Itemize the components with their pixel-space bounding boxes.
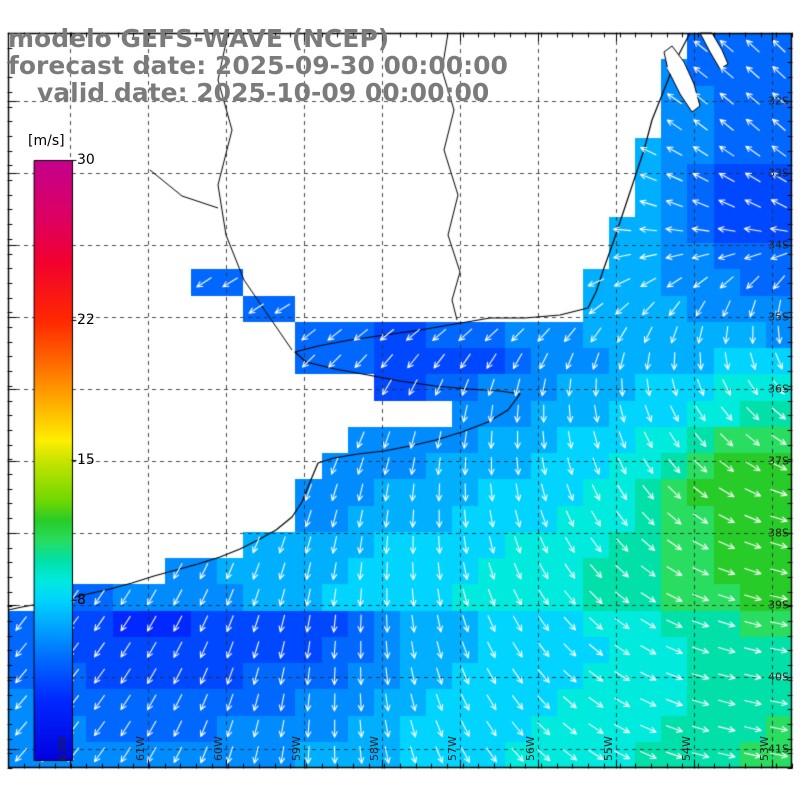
- lat-label: 41S: [768, 742, 789, 756]
- lat-label: 40S: [768, 670, 789, 684]
- lon-label: 55W: [602, 736, 615, 761]
- colorbar-unit-label: [m/s]: [28, 133, 65, 149]
- lon-label: 56W: [524, 736, 537, 761]
- lat-label: 35S: [768, 310, 789, 324]
- lon-label: 58W: [368, 736, 381, 761]
- colorbar-tick-label: 15: [77, 452, 95, 468]
- lon-label: 61W: [134, 736, 147, 761]
- lat-label: 39S: [768, 598, 789, 612]
- colorbar-tick-label: 8: [77, 592, 86, 608]
- lon-label: 54W: [680, 736, 693, 761]
- lon-label: 60W: [212, 736, 225, 761]
- lon-label: 62W: [56, 736, 69, 761]
- lon-label: 57W: [446, 736, 459, 761]
- colorbar-tick-label: 30: [77, 152, 95, 168]
- lat-label: 33S: [768, 166, 789, 180]
- lat-label: 38S: [768, 526, 789, 540]
- colorbar-tick-label: 22: [77, 312, 95, 328]
- valid-date-line: valid date: 2025-10-09 00:00:00: [37, 78, 490, 107]
- lon-label: 53W: [758, 736, 771, 761]
- lat-label: 32S: [768, 94, 789, 108]
- lat-label: 34S: [768, 238, 789, 252]
- lat-label: 36S: [768, 382, 789, 396]
- model-title: modelo GEFS-WAVE (NCEP): [8, 24, 390, 53]
- lat-label: 37S: [768, 454, 789, 468]
- lon-label: 59W: [290, 736, 303, 761]
- forecast-date-line: forecast date: 2025-09-30 00:00:00: [8, 51, 508, 80]
